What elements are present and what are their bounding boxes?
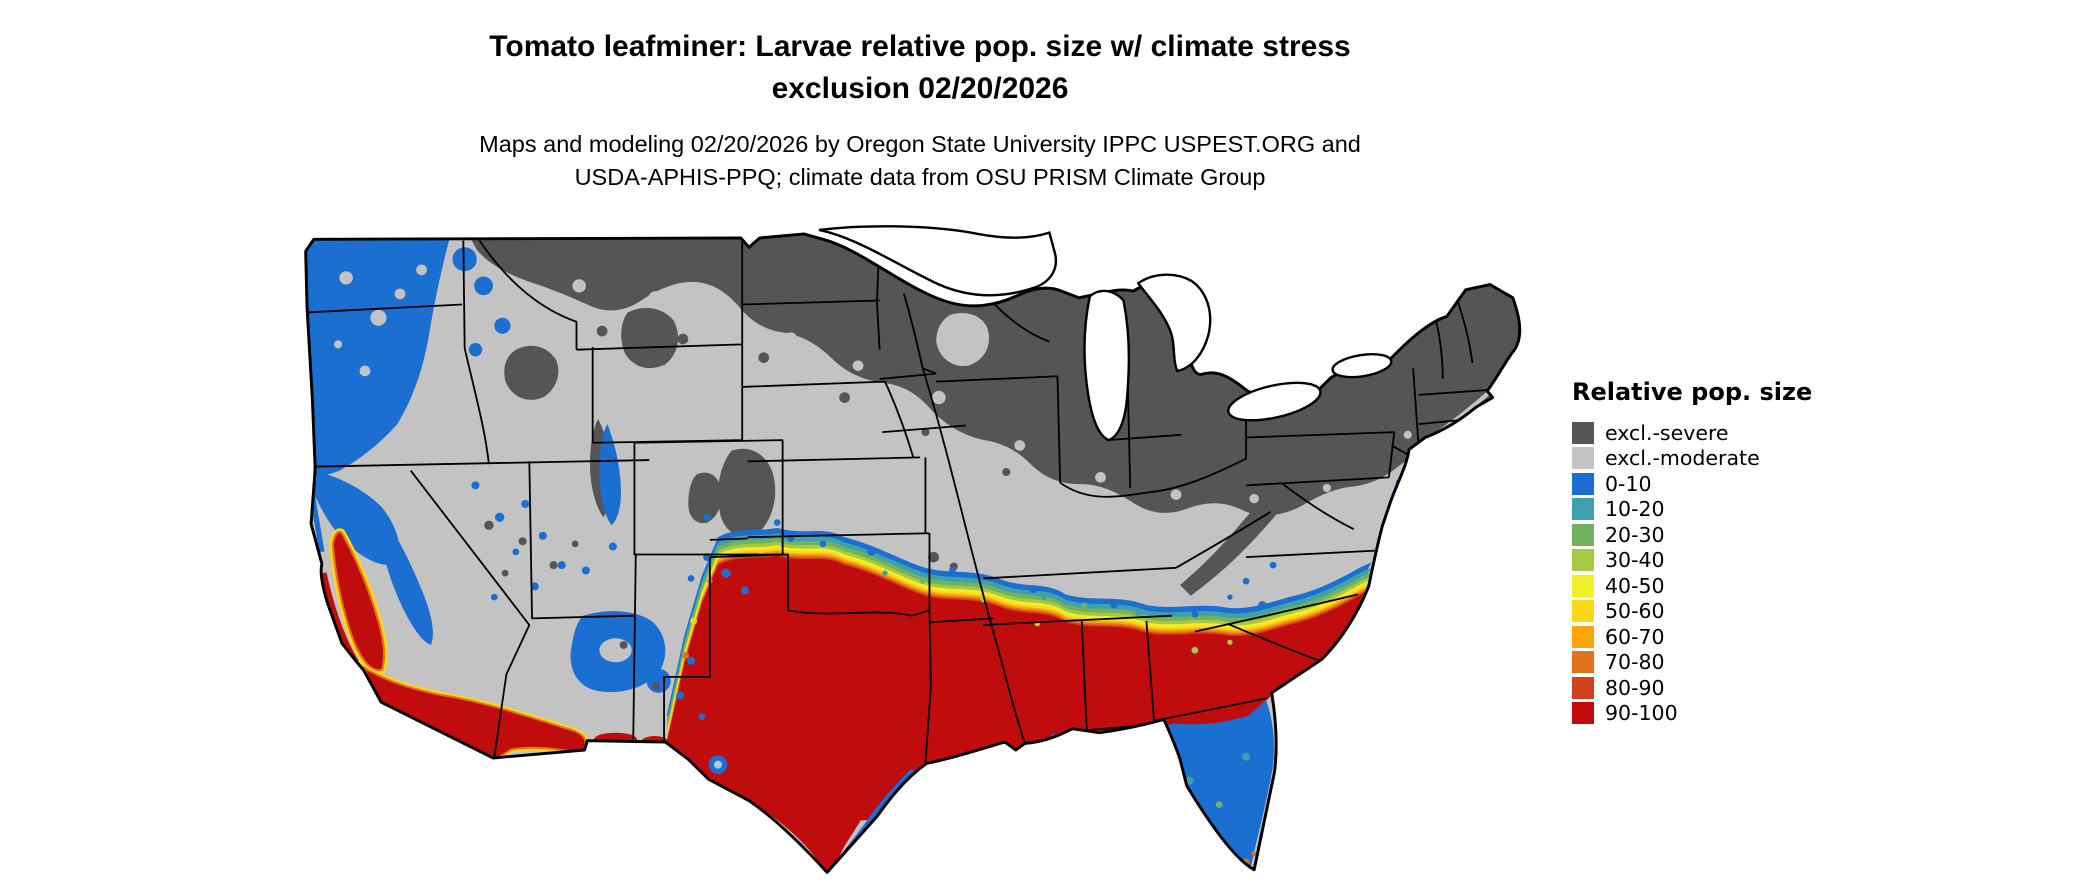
- severe-colorado-rockies: [718, 448, 776, 537]
- legend-swatch-70-80: [1572, 651, 1594, 674]
- legend-label-50-60: 50-60: [1605, 599, 1665, 623]
- legend-swatch-90-100: [1572, 702, 1594, 725]
- figure-subtitle: Maps and modeling 02/20/2026 by Oregon S…: [0, 128, 1840, 195]
- blue-regions: [305, 233, 1274, 872]
- legend-entry-excl-moderate: excl.-moderate: [1572, 446, 1812, 472]
- blue-wasatch-front: [599, 424, 621, 526]
- legend-swatch-0-10: [1572, 472, 1594, 495]
- blue-sacramento-mts: [646, 668, 671, 693]
- legend-label-70-80: 70-80: [1605, 650, 1665, 674]
- legend-label-excl-severe: excl.-severe: [1605, 420, 1729, 445]
- legend-swatch-excl-moderate: [1572, 447, 1594, 470]
- lake-ontario: [1331, 352, 1393, 379]
- legend-entry-70-80: 70-80: [1572, 650, 1812, 676]
- lake-michigan: [1083, 289, 1131, 442]
- moderate-speckles: [333, 264, 1412, 504]
- legend-label-60-70: 60-70: [1605, 624, 1665, 649]
- legend-label-30-40: 30-40: [1605, 548, 1665, 572]
- subtitle-line-1: Maps and modeling 02/20/2026 by Oregon S…: [479, 131, 1361, 157]
- legend-entry-40-50: 40-50: [1572, 573, 1812, 599]
- red-regions-west: [319, 528, 669, 763]
- great-lakes: [818, 225, 1393, 442]
- davis-mountains-gray-core: [713, 760, 722, 769]
- figure-title: Tomato leafminer: Larvae relative pop. s…: [0, 26, 1840, 110]
- severe-appalachian-tongue: [1180, 481, 1295, 596]
- legend-rows: excl.-severe excl.-moderate 0-10 10-20 20-30…: [1572, 420, 1812, 726]
- lake-erie: [1227, 381, 1322, 422]
- legend-title: Relative pop. size: [1572, 378, 1813, 406]
- red-central-valley: [333, 532, 383, 670]
- legend-entry-80-90: 80-90: [1572, 675, 1812, 701]
- red-socal-arizona: [366, 670, 585, 758]
- legend-swatch-40-50: [1572, 574, 1594, 597]
- severe-speckles: [484, 325, 1011, 691]
- blue-florida-peninsula: [1165, 700, 1274, 872]
- severe-colorado-west: [688, 472, 722, 524]
- legend-swatch-60-70: [1572, 625, 1594, 648]
- legend-entry-excl-severe: excl.-severe: [1572, 420, 1812, 446]
- legend-swatch-10-20: [1572, 498, 1594, 521]
- legend-swatch-50-60: [1572, 600, 1594, 623]
- title-line-2: exclusion 02/20/2026: [771, 72, 1069, 105]
- title-line-1: Tomato leafminer: Larvae relative pop. s…: [489, 30, 1351, 63]
- blue-pacific-northwest: [305, 233, 452, 477]
- legend-label-0-10: 0-10: [1605, 471, 1652, 496]
- legend-swatch-20-30: [1572, 523, 1594, 546]
- map-raster: [305, 233, 1520, 873]
- lake-huron: [1136, 273, 1212, 373]
- legend-label-90-100: 90-100: [1605, 701, 1678, 725]
- us-choropleth-map: [304, 225, 1522, 874]
- legend-label-20-30: 20-30: [1605, 522, 1665, 547]
- legend-swatch-30-40: [1572, 549, 1594, 572]
- legend-label-10-20: 10-20: [1605, 497, 1665, 521]
- legend-entry-10-20: 10-20: [1572, 497, 1812, 523]
- legend-label-80-90: 80-90: [1605, 675, 1665, 700]
- legend-label-40-50: 40-50: [1605, 573, 1665, 598]
- legend-entry-50-60: 50-60: [1572, 599, 1812, 625]
- legend-label-excl-moderate: excl.-moderate: [1605, 446, 1760, 470]
- legend-entry-30-40: 30-40: [1572, 548, 1812, 574]
- figure-header: Tomato leafminer: Larvae relative pop. s…: [0, 26, 1840, 195]
- state-borders: [306, 235, 1495, 764]
- legend-entry-0-10: 0-10: [1572, 471, 1812, 497]
- legend-entry-60-70: 60-70: [1572, 624, 1812, 650]
- subtitle-line-2: USDA-APHIS-PPQ; climate data from OSU PR…: [574, 164, 1266, 191]
- legend-entry-20-30: 20-30: [1572, 522, 1812, 548]
- red-nm-border-west: [594, 732, 638, 747]
- legend: Relative pop. size excl.-severe excl.-mod…: [1572, 378, 1812, 726]
- blue-sierra-nevada: [377, 511, 433, 645]
- legend-entry-90-100: 90-100: [1572, 701, 1812, 727]
- az-highlands-gray-core: [599, 638, 632, 663]
- legend-swatch-excl-severe: [1572, 421, 1594, 444]
- legend-swatch-80-90: [1572, 676, 1594, 699]
- green-speckles: [920, 578, 1223, 808]
- severe-yellowstone: [621, 307, 679, 369]
- lake-superior: [818, 225, 1058, 297]
- wisconsin-light-patch: [936, 313, 990, 367]
- blue-north-california: [308, 469, 400, 566]
